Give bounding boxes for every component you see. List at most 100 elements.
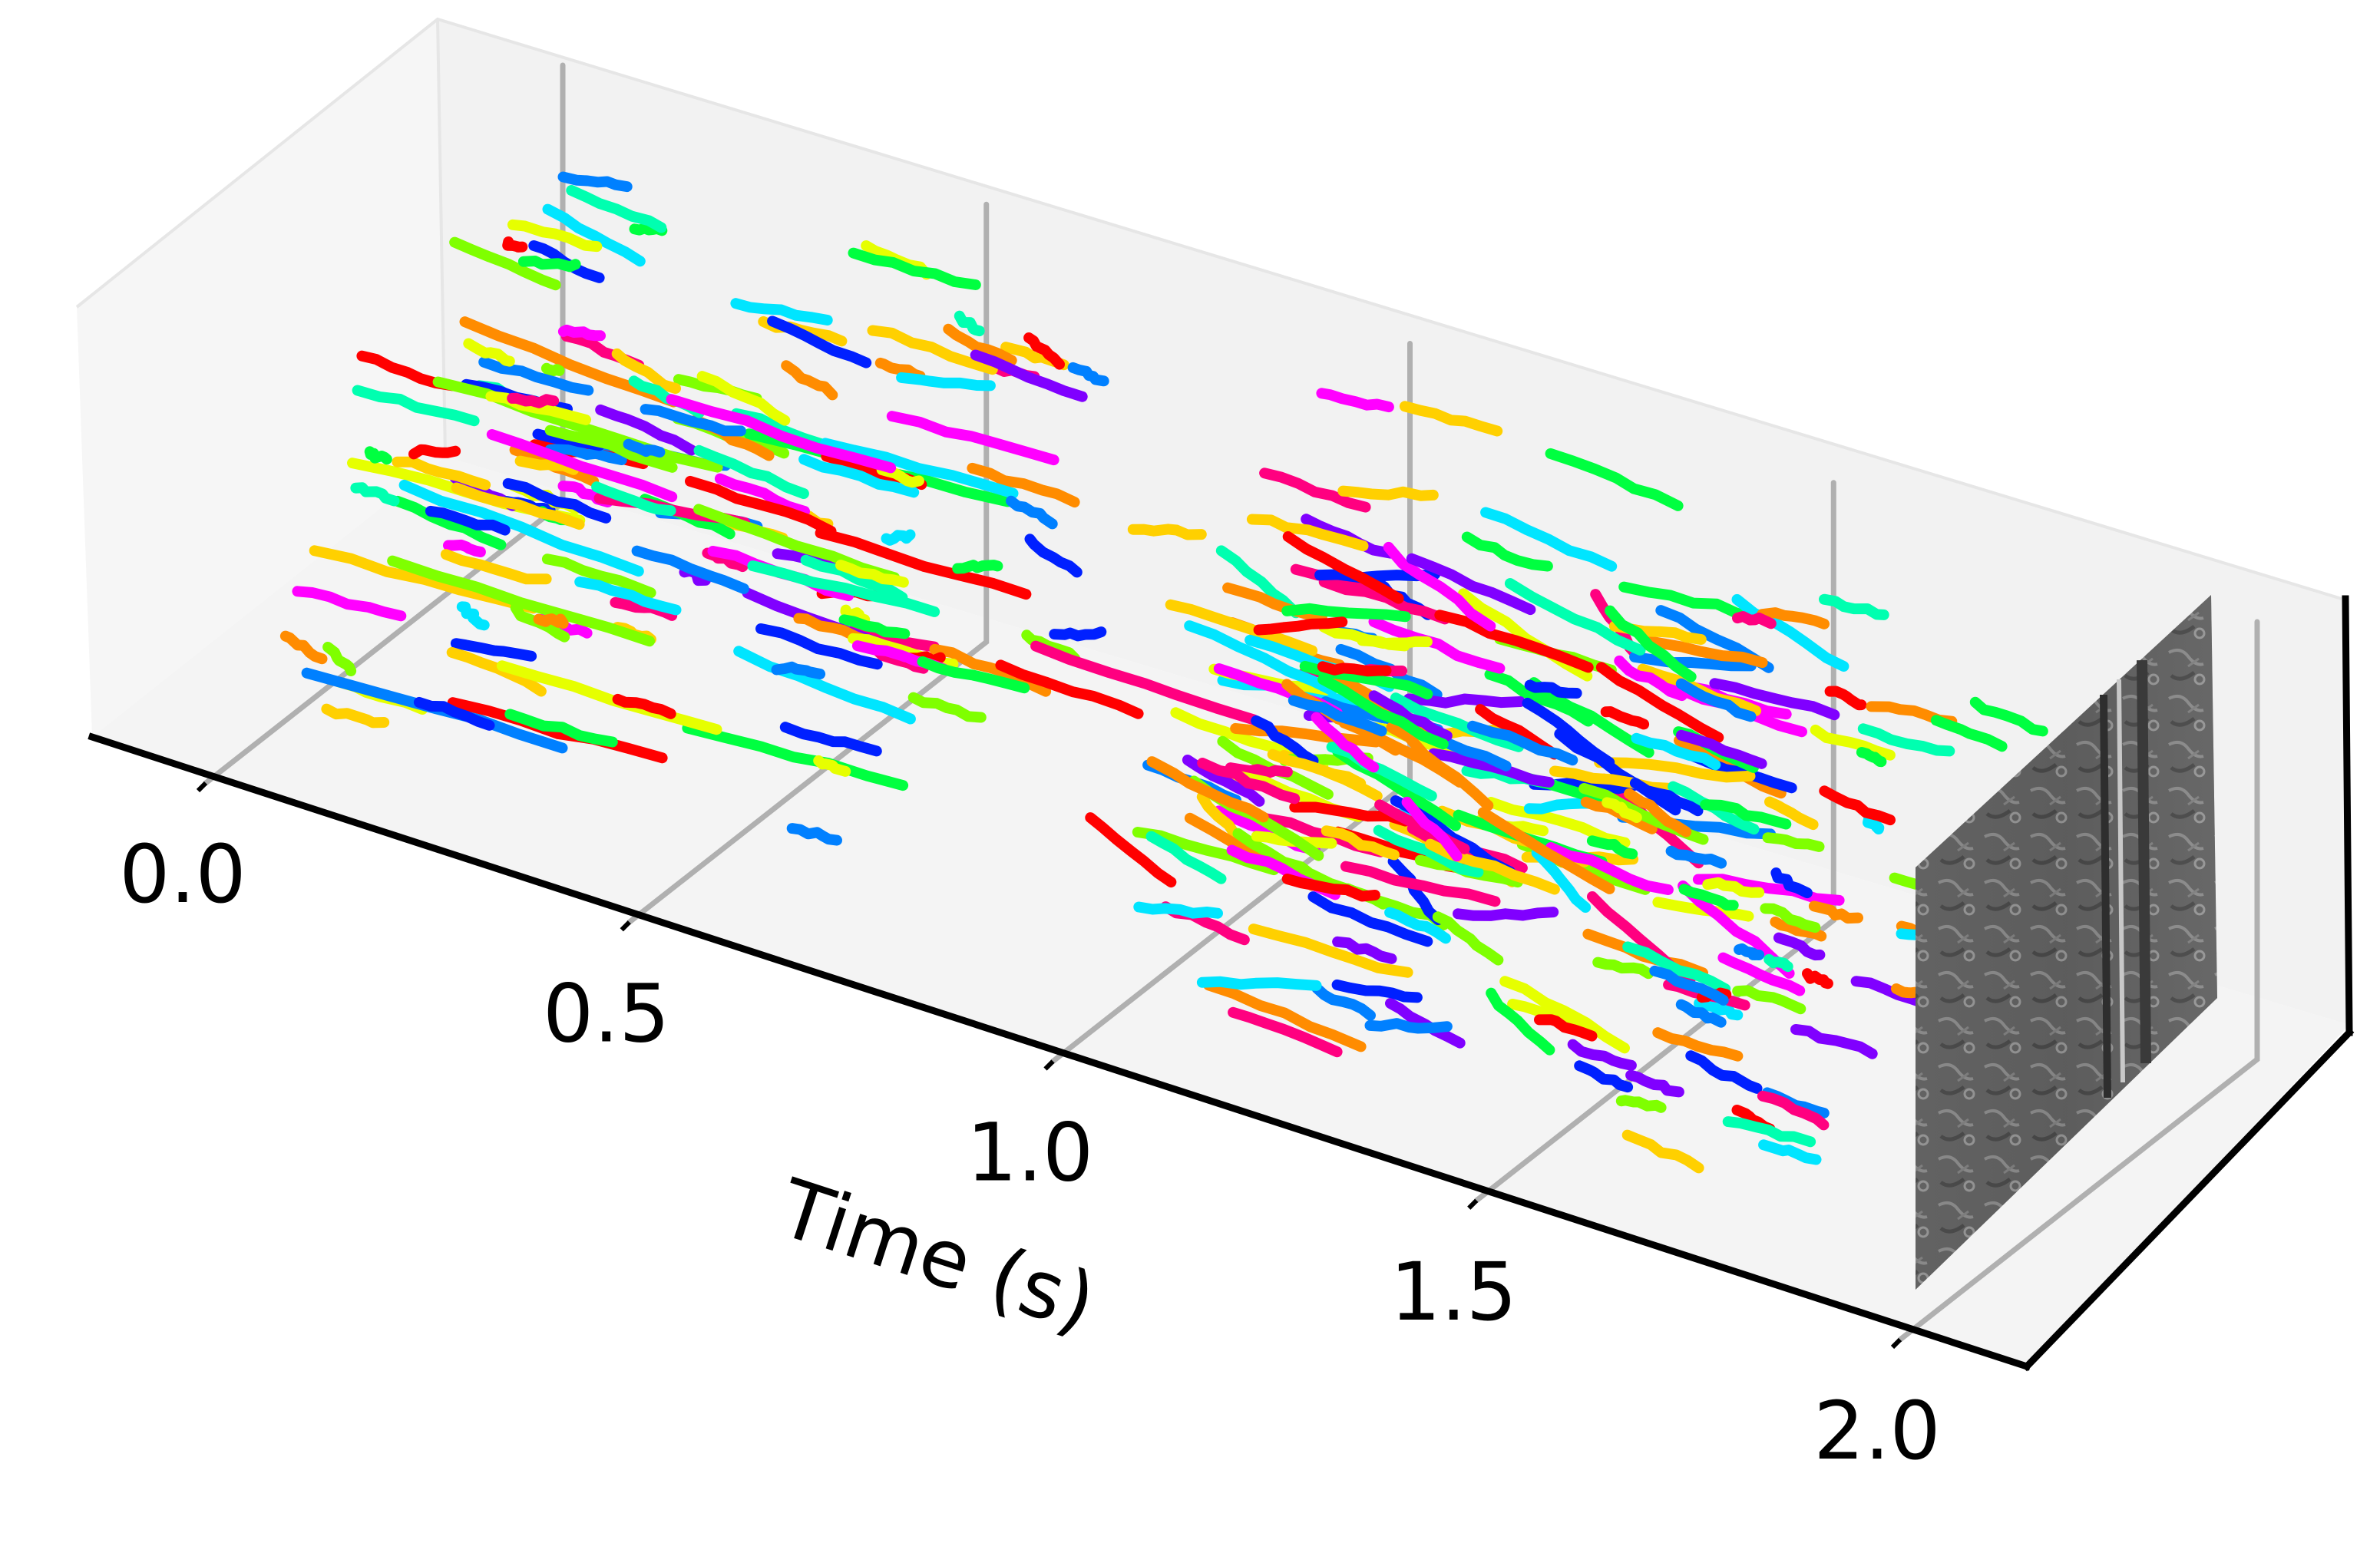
event-track-139	[767, 316, 872, 368]
frame-stripe	[2137, 659, 2151, 1064]
event-track-129	[440, 549, 552, 585]
event-track-369	[1717, 952, 1806, 996]
event-track-177	[1230, 722, 1382, 748]
event-track-98	[542, 203, 646, 267]
event-track-240	[1331, 979, 1423, 1003]
event-track-36	[1023, 332, 1065, 370]
event-track-71	[952, 560, 1003, 574]
event-track-22	[943, 323, 1017, 366]
event-track-218	[1403, 693, 1526, 709]
event-track-276	[1731, 593, 1849, 672]
x-tick-mark-0.5	[620, 920, 631, 932]
x-tick-mark-2.0	[1890, 1337, 1902, 1350]
event-track-360	[1764, 796, 1819, 831]
event-track-340	[1702, 877, 1765, 898]
event-track-272	[1182, 755, 1265, 807]
event-track-328	[1762, 832, 1825, 852]
event-track-145	[612, 693, 676, 719]
event-track-55	[970, 349, 1088, 402]
event-track-8	[1049, 626, 1107, 642]
event-track-56	[779, 722, 882, 757]
event-track-334	[1734, 943, 1765, 960]
event-track-330	[1567, 1039, 1637, 1071]
event-track-347	[1732, 985, 1806, 1015]
event-track-67	[478, 356, 594, 396]
event-track-47	[540, 362, 565, 377]
event-track-95	[486, 429, 678, 503]
event-track-241	[1316, 388, 1394, 413]
event-track-123	[425, 505, 511, 536]
event-track-277	[1386, 722, 1494, 811]
event-track-210	[1337, 485, 1439, 501]
event-track-327	[1676, 729, 1767, 769]
event-track-49	[786, 823, 842, 846]
event-track-149	[507, 392, 560, 408]
event-track-263	[1406, 553, 1536, 616]
event-track-323	[1631, 732, 1721, 771]
event-track-329	[1770, 867, 1813, 899]
event-track-3	[450, 638, 537, 662]
event-track-310	[1622, 941, 1731, 995]
event-track-343	[1819, 593, 1889, 620]
event-track-208	[1368, 616, 1506, 674]
event-track-72	[447, 697, 668, 764]
event-track-134	[693, 444, 809, 499]
event-track-349	[1586, 835, 1638, 860]
event-track-142	[896, 372, 996, 392]
event-track-358	[1808, 900, 1863, 924]
event-track-224	[1225, 762, 1293, 778]
event-track-110	[502, 477, 612, 524]
event-track-284	[1545, 842, 1674, 895]
event-track-371	[1760, 903, 1821, 933]
event-track-312	[1545, 448, 1684, 511]
event-track-279	[1461, 531, 1553, 572]
event-track-158	[1311, 983, 1376, 1021]
z-axis-line	[2342, 595, 2353, 1036]
event-track-294	[1499, 976, 1630, 1054]
event-track-70	[456, 601, 490, 631]
event-track-337	[1629, 778, 1704, 817]
event-track-12	[352, 385, 480, 427]
event-track-255	[1248, 923, 1413, 978]
event-track-57	[398, 479, 644, 577]
event-track-220	[1184, 620, 1337, 696]
event-track-362	[1790, 1024, 1878, 1059]
event-track-302	[1480, 507, 1618, 572]
event-track-297	[1401, 796, 1463, 862]
event-track-115	[451, 482, 585, 530]
event-track-316	[1288, 695, 1387, 737]
event-track-147	[917, 656, 1030, 694]
event-track-74	[595, 404, 697, 456]
event-track-252	[1232, 828, 1335, 894]
event-track-239	[1387, 856, 1444, 926]
event-track-136	[666, 394, 897, 474]
event-track-287	[1522, 697, 1615, 768]
event-track-68	[1024, 534, 1083, 578]
event-track-92	[714, 473, 810, 517]
event-track-20	[867, 325, 998, 375]
event-track-121	[574, 577, 682, 616]
event-track-168	[1484, 669, 1594, 727]
event-track-271	[1524, 679, 1582, 699]
event-track-38	[730, 298, 833, 325]
event-track-366	[1856, 747, 1887, 768]
event-frame-overlay	[1916, 595, 2217, 1290]
x-tick-label-1.5: 1.5	[1390, 1245, 1517, 1339]
event-track-293	[1624, 788, 1692, 838]
event-track-286	[1368, 690, 1453, 742]
event-track-204	[1384, 907, 1451, 944]
event-track-231	[1267, 748, 1367, 789]
event-track-344	[1930, 715, 2008, 752]
event-track-317	[1282, 531, 1404, 604]
event-track-289	[1085, 812, 1177, 888]
event-track-130	[1030, 640, 1259, 725]
event-track-50	[755, 623, 883, 670]
event-track-119	[623, 438, 666, 458]
event-track-314	[1281, 874, 1380, 902]
event-track-85	[544, 443, 627, 465]
event-track-335	[1675, 999, 1727, 1028]
event-track-223	[1251, 715, 1319, 766]
event-track-96	[517, 256, 581, 273]
event-track-105	[507, 219, 603, 253]
x-tick-mark-1.5	[1467, 1198, 1479, 1210]
